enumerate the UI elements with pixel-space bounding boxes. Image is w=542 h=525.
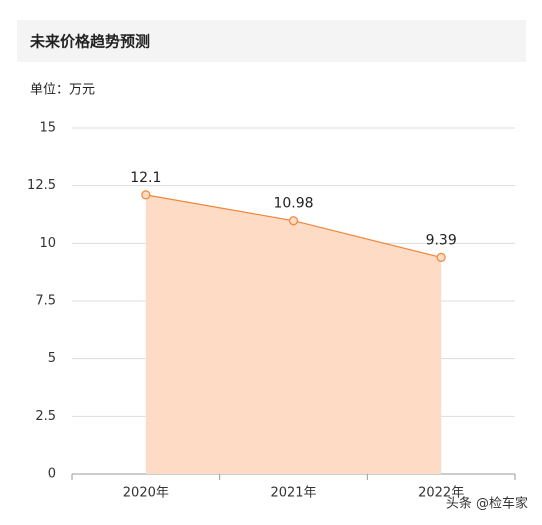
- y-tick-label: 5: [48, 351, 56, 366]
- y-tick-label: 10: [39, 236, 56, 251]
- y-tick-label: 7.5: [35, 294, 56, 309]
- point: [288, 216, 299, 226]
- unit-label: 单位：万元: [30, 83, 95, 98]
- header-bg: [17, 20, 526, 62]
- point: [436, 252, 446, 263]
- x-tick-label: 2020年: [123, 486, 169, 501]
- y-tick-label: 15: [39, 121, 56, 136]
- y-tick-label: 0: [48, 467, 56, 482]
- header-title: 未来价格趋势预测: [29, 33, 150, 51]
- value-label: 10.98: [273, 196, 313, 212]
- watermark: 头条 @检车家: [446, 496, 528, 512]
- x-tick-label: 2022年: [418, 486, 464, 501]
- x-tick-label: 2021年: [270, 486, 316, 501]
- point: [141, 190, 151, 200]
- y-tick-label: 2.5: [35, 409, 56, 424]
- value-label: 9.39: [426, 232, 457, 248]
- area: [145, 194, 442, 475]
- value-label: 12.1: [130, 170, 161, 186]
- y-tick-label: 12.5: [27, 178, 56, 193]
